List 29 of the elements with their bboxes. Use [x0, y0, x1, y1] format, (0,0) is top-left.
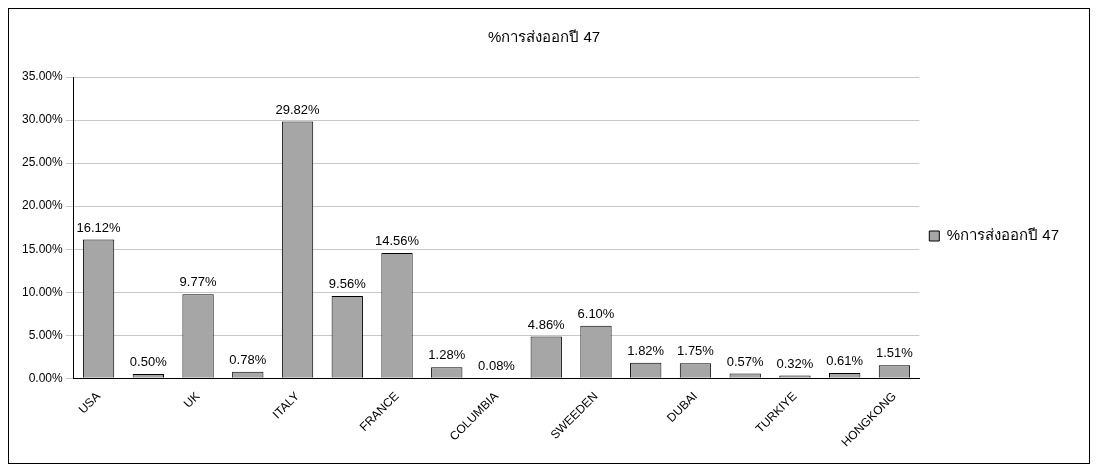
- y-tick-label: 30.00%: [22, 112, 64, 127]
- data-label: 9.77%: [179, 274, 217, 290]
- data-label: 14.56%: [374, 233, 420, 249]
- data-label: 1.82%: [627, 342, 665, 358]
- y-tick-label: 25.00%: [22, 155, 64, 170]
- data-label: 29.82%: [275, 101, 321, 117]
- data-label: 4.86%: [527, 316, 566, 332]
- data-label: 0.78%: [229, 351, 267, 367]
- chart-title: %การส่งออกปี 47: [487, 28, 601, 46]
- data-label: 1.28%: [428, 347, 466, 363]
- y-tick-label: 0.00%: [28, 370, 64, 385]
- data-label: 0.61%: [826, 353, 864, 369]
- y-tick-label: 20.00%: [22, 198, 64, 213]
- y-tick-label: 5.00%: [28, 327, 64, 342]
- legend-label: %การส่งออกปี 47: [946, 226, 1060, 244]
- x-tick-label: UK: [180, 389, 203, 411]
- data-label: 16.12%: [76, 219, 122, 235]
- data-label: 1.75%: [677, 343, 715, 359]
- data-label: 0.57%: [726, 353, 765, 369]
- y-tick-label: 15.00%: [22, 241, 64, 256]
- data-label: 9.56%: [328, 276, 367, 292]
- y-tick-label: 35.00%: [22, 69, 64, 84]
- data-label: 0.50%: [129, 354, 168, 370]
- x-tick-label: USA: [75, 389, 104, 417]
- y-tick-label: 10.00%: [22, 284, 64, 299]
- data-label: 0.32%: [776, 355, 814, 371]
- data-label: 0.08%: [478, 357, 516, 373]
- data-label: 1.51%: [876, 345, 914, 361]
- data-label: 6.10%: [577, 305, 615, 321]
